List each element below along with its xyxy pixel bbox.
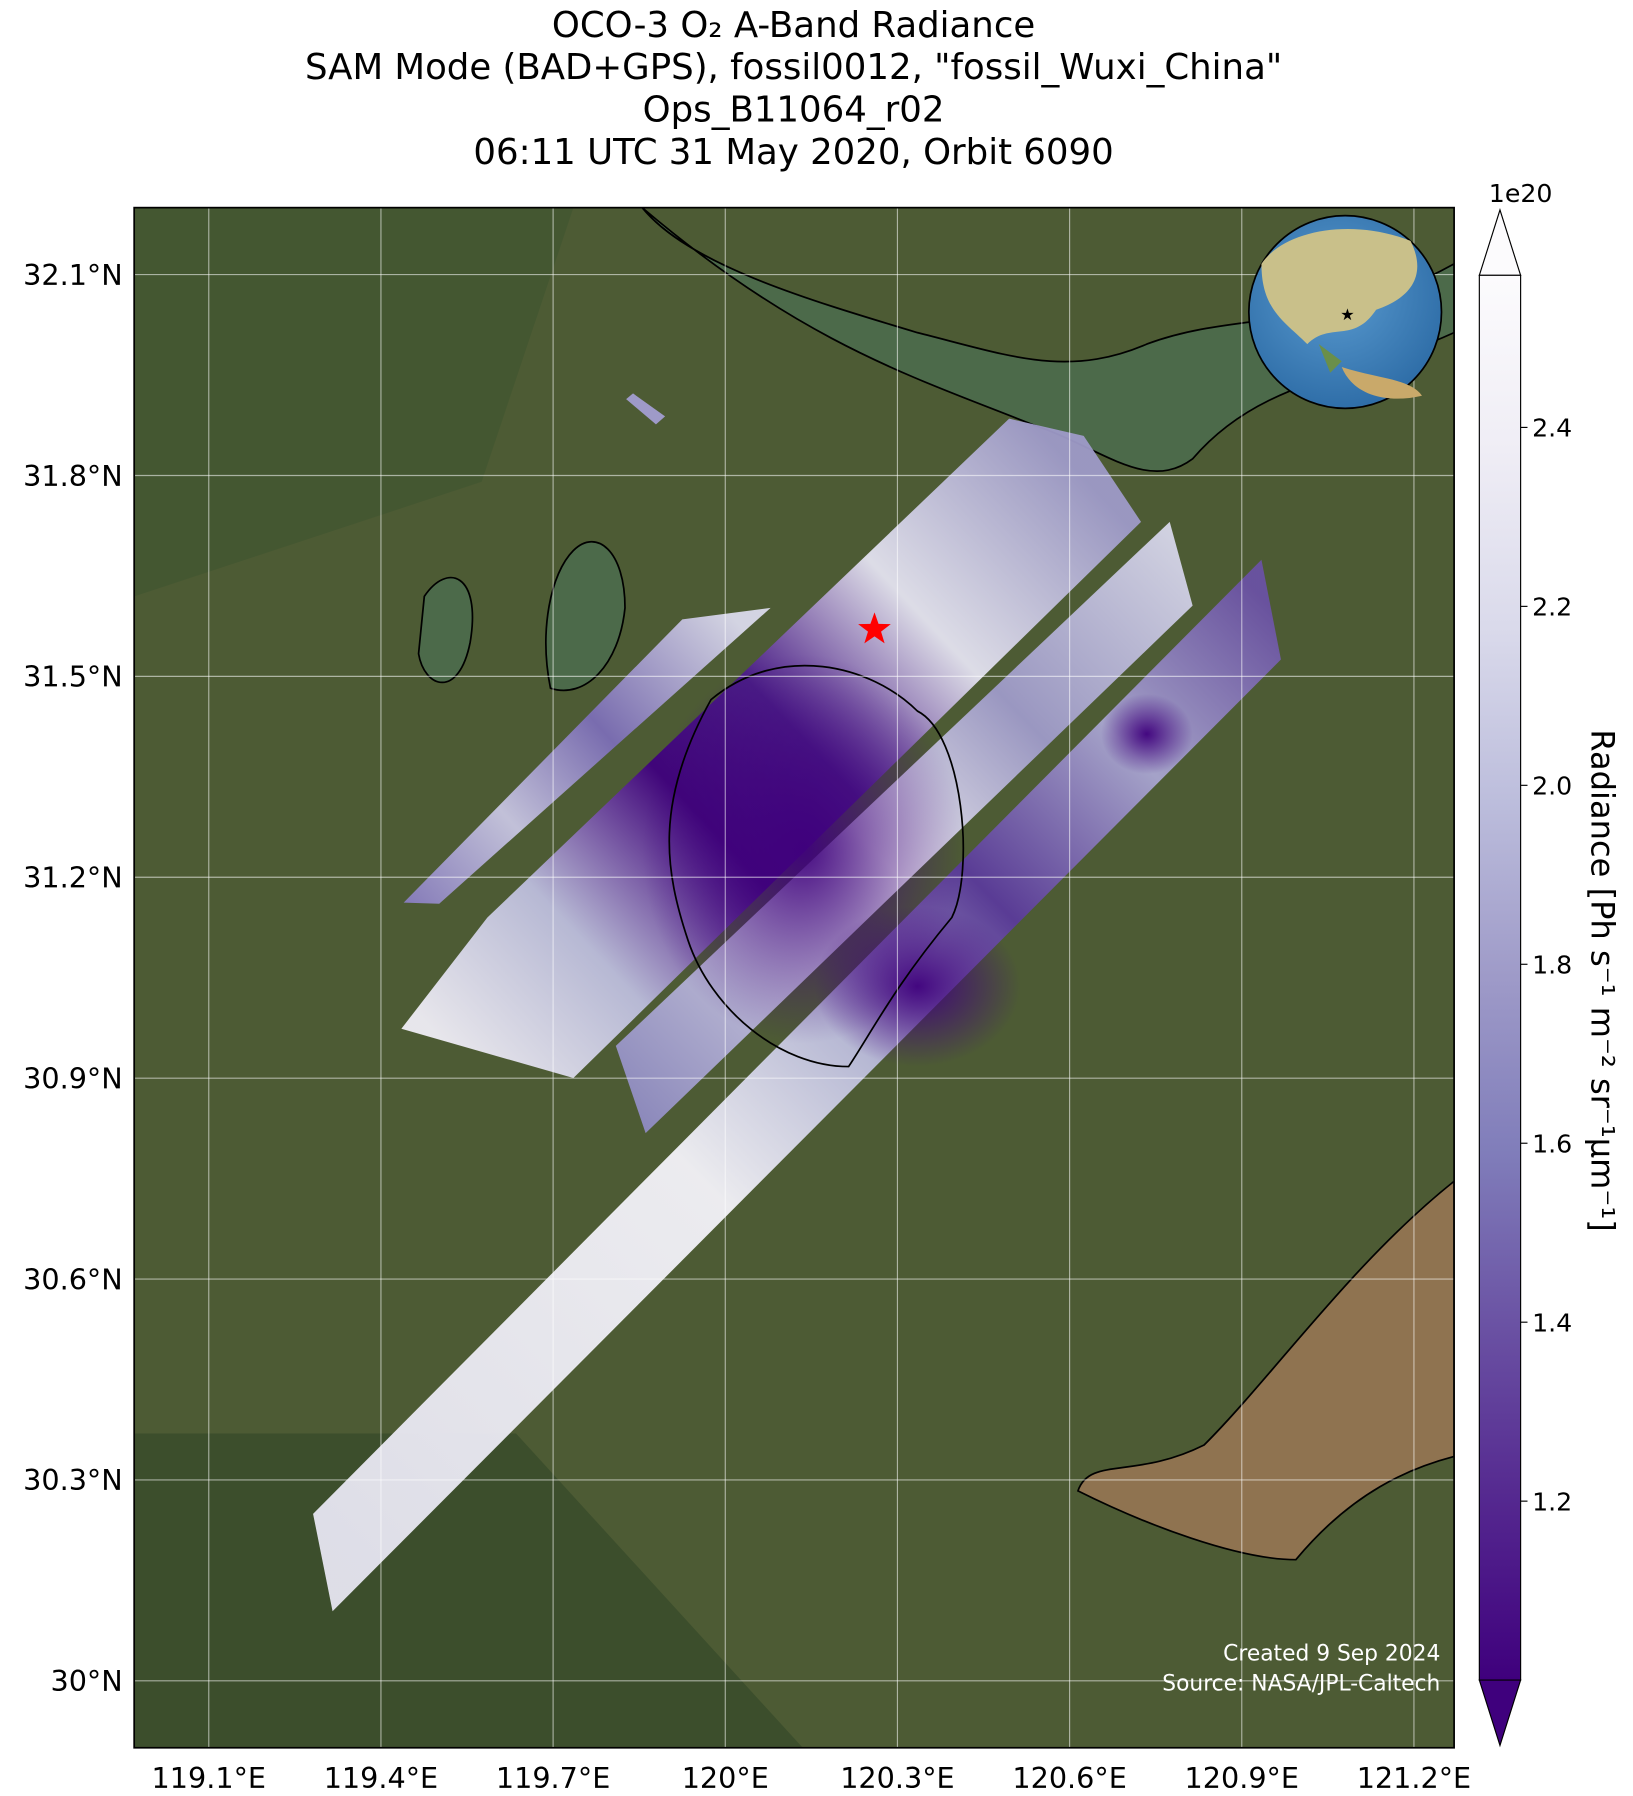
terrain [134,1433,803,1748]
lake-outline [668,664,965,1068]
globe-inset [1247,214,1443,410]
y-tick-label: 30°N [50,1664,122,1698]
credit-line: Source: NASA/JPL-Caltech [1162,1671,1440,1696]
swath [313,559,1281,1612]
x-tick-label: 120.3°E [840,1761,954,1795]
bay [1076,1180,1455,1561]
x-tick-label: 119.4°E [324,1761,438,1795]
river [641,207,1455,472]
colorbar-tick-label: 2.2 [1532,593,1572,622]
y-tick-label: 30.9°N [23,1061,123,1095]
lake-low-radiance [814,906,1021,1067]
title-line: 06:11 UTC 31 May 2020, Orbit 6090 [473,132,1113,173]
credits: Created 9 Sep 2024 Source: NASA/JPL-Calte… [1162,1642,1440,1697]
y-tick-label: 30.6°N [23,1262,123,1296]
swath [403,607,771,904]
colorbar-label: Radiance [Ph s⁻¹ m⁻² sr⁻¹μm⁻¹] [1584,729,1622,1231]
colorbar-tick-label: 1.2 [1532,1487,1572,1516]
title-line: SAM Mode (BAD+GPS), fossil0012, "fossil_… [305,47,1282,88]
terrain [134,207,574,597]
lake [545,540,626,692]
grid [134,207,1455,1748]
site-marker [858,612,891,644]
title-line: Ops_B11064_r02 [643,90,945,131]
lake-low-radiance [1100,693,1193,775]
globe-land [1261,228,1418,345]
credit-line: Created 9 Sep 2024 [1223,1642,1440,1667]
title-line: OCO-3 O₂ A-Band Radiance [552,5,1035,46]
colorbar-offset: 1e20 [1489,179,1553,208]
y-tick-label: 31.5°N [23,660,123,694]
globe-land [1318,344,1342,373]
colorbar-tick-label: 1.8 [1532,950,1572,979]
swath [626,393,666,425]
colorbar-tick-label: 1.6 [1532,1129,1572,1158]
globe-site-marker: ★ [1340,305,1354,324]
colorbar-scale [1478,274,1522,1681]
colorbar-extend-bottom [1478,1679,1522,1748]
globe-land [1341,367,1422,399]
x-tick-label: 121.2°E [1357,1761,1471,1795]
colorbar: 1.2 1.4 1.6 1.8 2.0 2.2 2.4 1e20 Radiance [Ph s⁻… [1478,179,1622,1748]
x-tick-label: 120°E [682,1761,769,1795]
colorbar-extend-top [1478,208,1522,276]
map-frame [133,206,1455,1749]
y-tick-label: 31.2°N [23,861,123,895]
colorbar-tick-label: 2.4 [1532,414,1572,443]
x-tick-label: 120.6°E [1012,1761,1126,1795]
y-tick-label: 30.3°N [23,1463,123,1497]
x-tick-label: 119.1°E [152,1761,266,1795]
map-area [134,207,1455,1748]
colorbar-tick-label: 1.4 [1532,1308,1572,1337]
x-tick-label: 120.9°E [1185,1761,1299,1795]
colorbar-tick-label: 2.0 [1532,771,1572,800]
y-tick-label: 32.1°N [23,258,123,292]
x-tick-label: 119.7°E [496,1761,610,1795]
y-tick-label: 31.8°N [23,459,123,493]
lake [417,576,474,684]
